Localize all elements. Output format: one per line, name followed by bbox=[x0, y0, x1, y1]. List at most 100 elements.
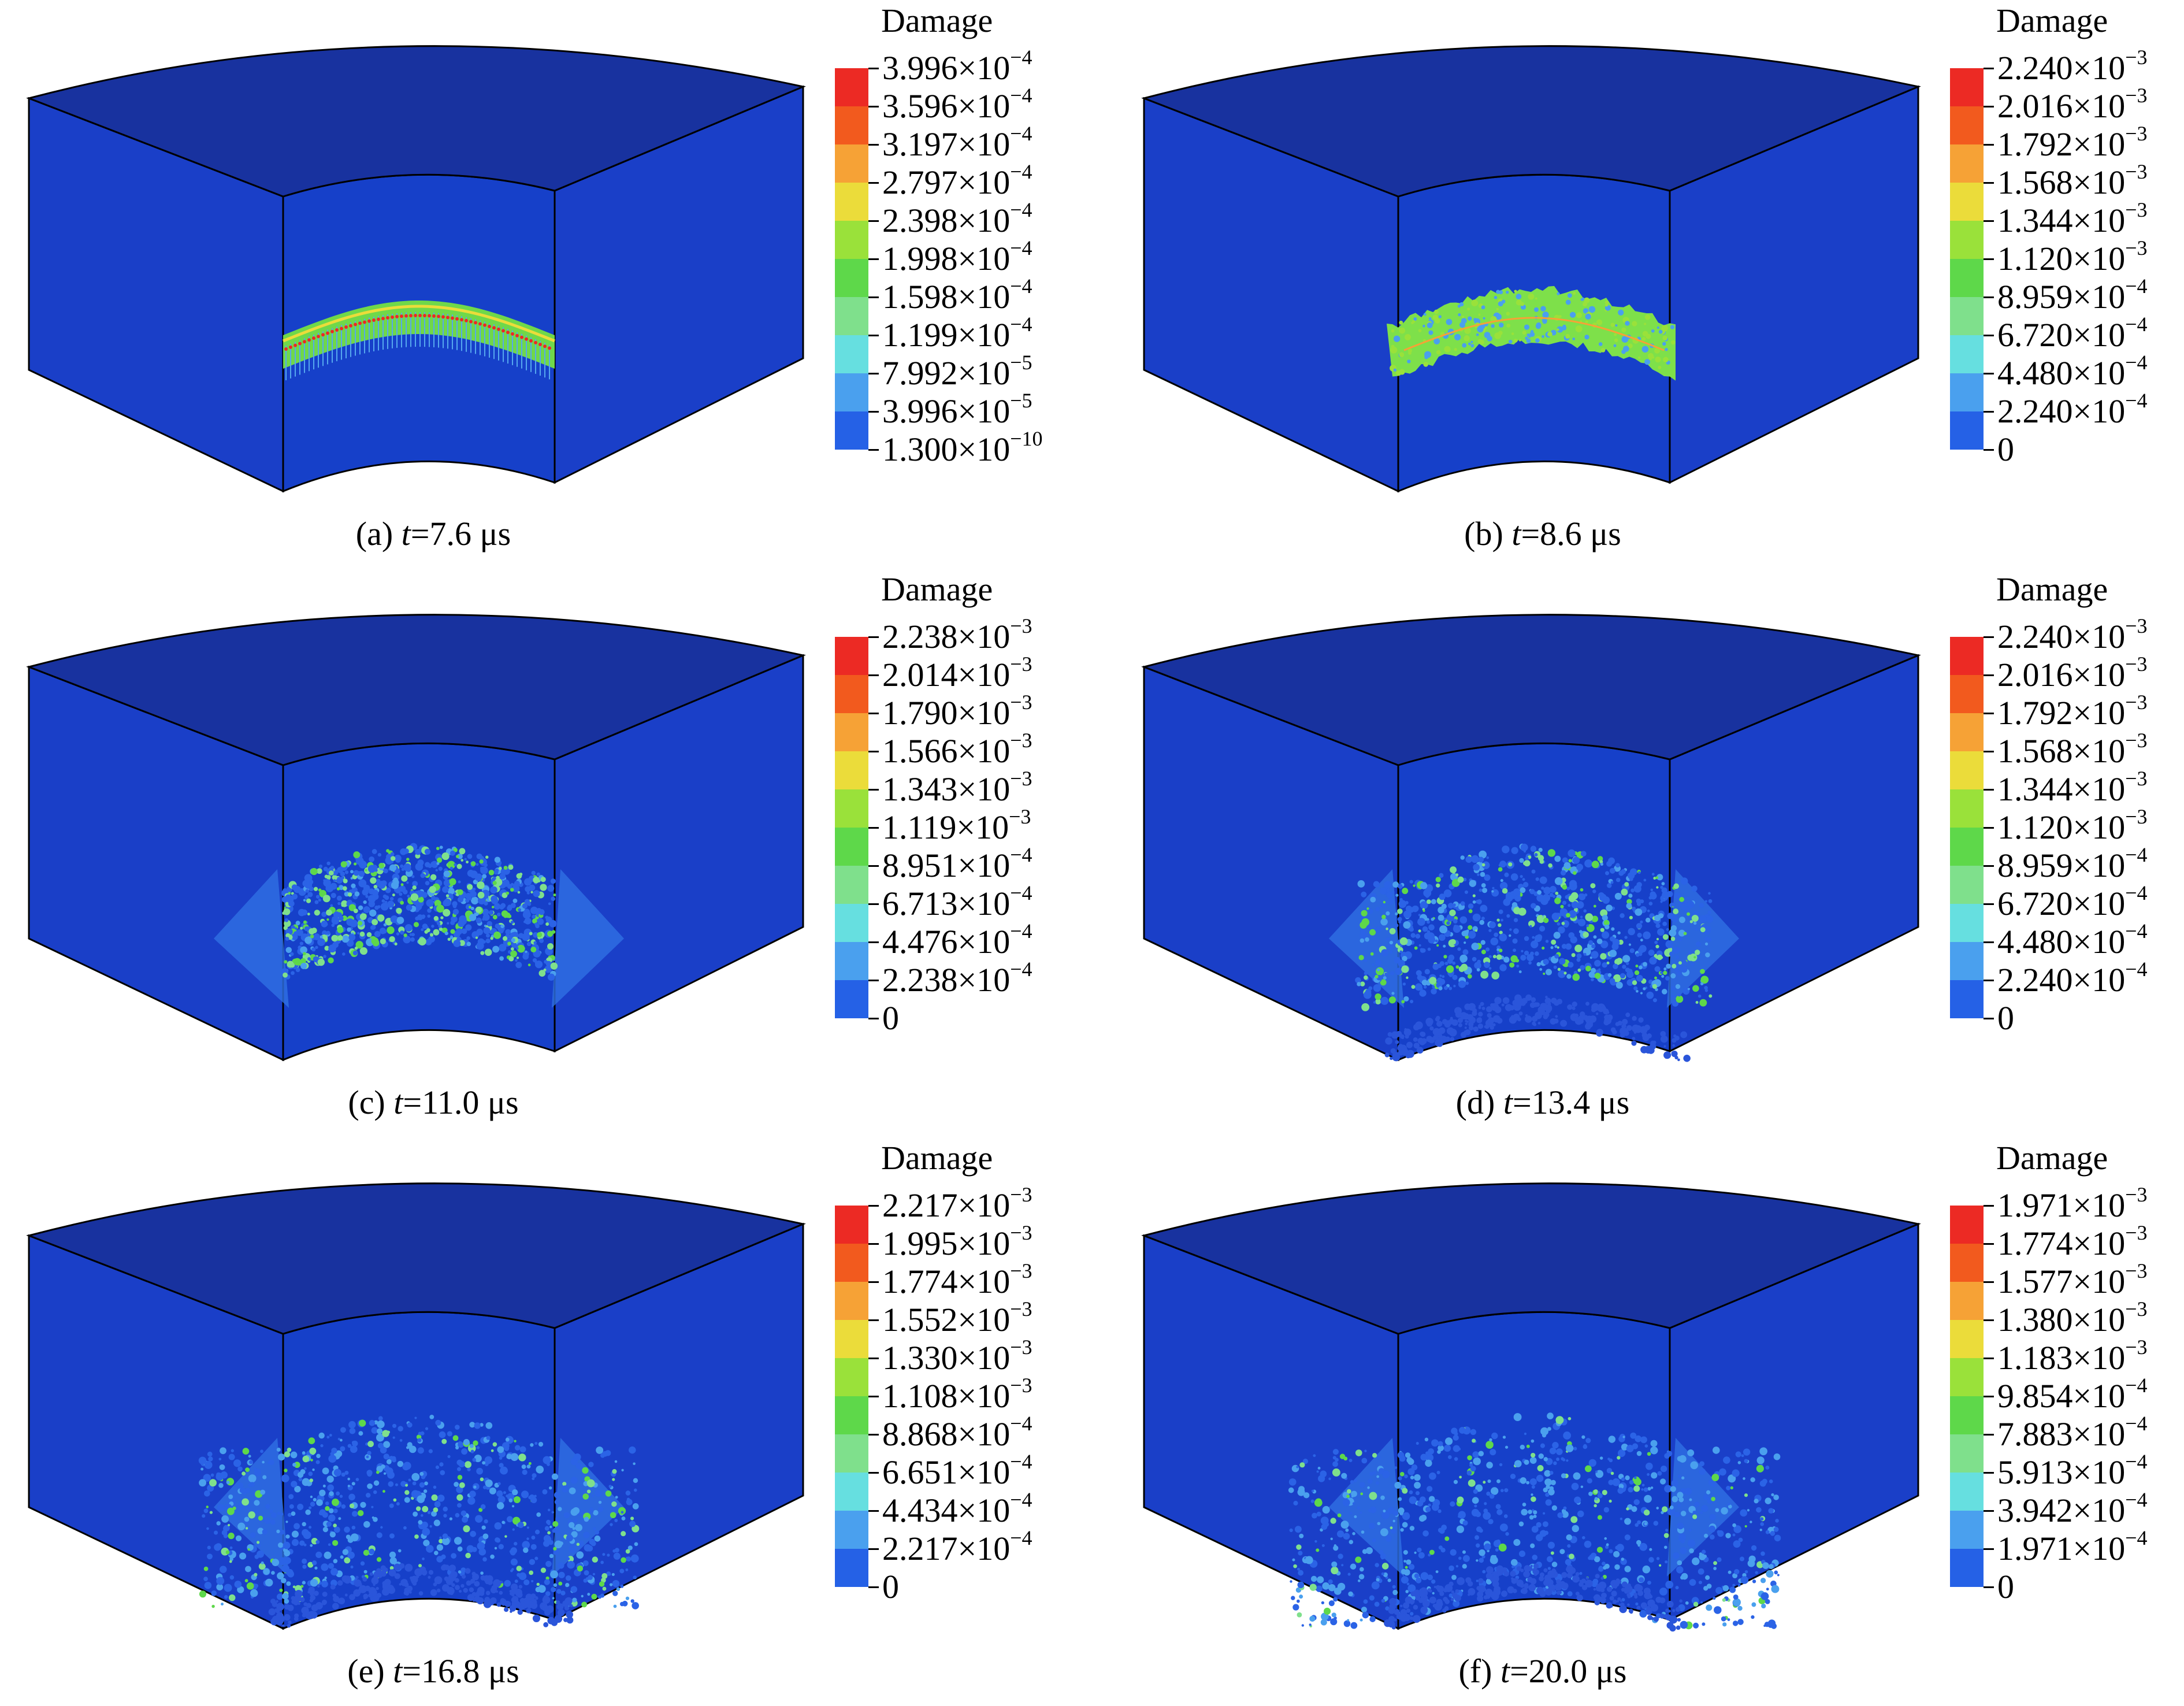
model-view-c bbox=[26, 614, 806, 1062]
legend-swatch bbox=[1950, 297, 1984, 335]
legend-tick-label: 1.568×10−3 bbox=[1997, 160, 2148, 201]
legend-swatch bbox=[835, 751, 868, 789]
legend-tick-label: 5.913×10−4 bbox=[1997, 1450, 2148, 1491]
legend-tick-label: 6.720×10−4 bbox=[1997, 313, 2148, 354]
legend-swatch bbox=[1950, 183, 1984, 221]
legend-tick-label: 7.883×10−4 bbox=[1997, 1412, 2148, 1453]
legend-tick-label: 1.119×10−3 bbox=[882, 805, 1031, 846]
legend-tick-label: 2.797×10−4 bbox=[882, 160, 1032, 201]
legend-tick-label: 2.240×10−3 bbox=[1997, 46, 2148, 87]
legend-swatch bbox=[835, 828, 868, 866]
legend-swatch bbox=[835, 373, 868, 411]
legend-swatch bbox=[1950, 1549, 1984, 1587]
legend-swatch bbox=[1950, 904, 1984, 942]
model-top-face bbox=[1141, 614, 1921, 766]
legend-tick-label: 2.217×10−4 bbox=[882, 1526, 1032, 1567]
legend-tick-label: 1.792×10−3 bbox=[1997, 122, 2148, 163]
legend-tick-label: 4.434×10−4 bbox=[882, 1488, 1032, 1529]
panel-d: Damage 2.240×10−3 2.016×10−3 1.792×10−3 1.56… bbox=[1115, 569, 2184, 1137]
legend-title: Damage bbox=[1996, 2, 2108, 39]
legend-swatch bbox=[1950, 1434, 1984, 1473]
legend-swatch bbox=[835, 1434, 868, 1473]
legend-tick-label: 7.992×10−5 bbox=[882, 351, 1032, 392]
legend-title: Damage bbox=[881, 570, 993, 608]
damage-contour bbox=[1387, 285, 1676, 381]
legend-tick-label: 1.598×10−4 bbox=[882, 275, 1032, 316]
legend-tick-label: 6.720×10−4 bbox=[1997, 881, 2148, 922]
legend-tick-label: 4.480×10−4 bbox=[1997, 919, 2148, 960]
legend-swatch bbox=[1950, 1206, 1984, 1244]
legend-tick-label: 3.596×10−4 bbox=[882, 84, 1032, 125]
legend-tick-label: 0 bbox=[1997, 1568, 2014, 1605]
legend-tick-label: 1.380×10−3 bbox=[1997, 1297, 2148, 1338]
panel-e: Damage 2.217×10−3 1.995×10−3 1.774×10−3 1.55… bbox=[0, 1137, 1092, 1706]
legend-swatch bbox=[1950, 1511, 1984, 1549]
legend-tick-label: 2.240×10−4 bbox=[1997, 389, 2148, 430]
legend-swatch bbox=[835, 1511, 868, 1549]
model-view-d bbox=[1141, 614, 1921, 1062]
damage-contour bbox=[1288, 1412, 1781, 1632]
model-top-face bbox=[26, 1182, 806, 1335]
legend-swatch bbox=[1950, 675, 1984, 713]
legend-tick-label: 4.476×10−4 bbox=[882, 919, 1032, 960]
legend-swatch bbox=[1950, 713, 1984, 751]
panel-f: Damage 1.971×10−3 1.774×10−3 1.577×10−3 1.38… bbox=[1115, 1137, 2184, 1706]
legend-swatch bbox=[835, 942, 868, 980]
legend-tick-label: 1.199×10−4 bbox=[882, 313, 1032, 354]
model-view-f bbox=[1141, 1182, 1921, 1632]
legend-swatch bbox=[1950, 106, 1984, 144]
panel-c: Damage 2.238×10−3 2.014×10−3 1.790×10−3 1.56… bbox=[0, 569, 1092, 1137]
legend-swatch bbox=[835, 1549, 868, 1587]
legend-tick-label: 1.774×10−3 bbox=[1997, 1221, 2148, 1262]
model-top-face bbox=[26, 45, 806, 198]
legend-tick-label: 1.344×10−3 bbox=[1997, 767, 2148, 808]
legend-swatch bbox=[835, 144, 868, 183]
panel-caption: (a) t=7.6 μs bbox=[355, 515, 511, 552]
legend-tick-label: 2.014×10−3 bbox=[882, 652, 1032, 693]
legend-swatch bbox=[1950, 828, 1984, 866]
legend-tick-label: 1.344×10−3 bbox=[1997, 198, 2148, 239]
legend-tick-label: 2.238×10−4 bbox=[882, 958, 1032, 999]
legend-tick-label: 1.774×10−3 bbox=[882, 1259, 1032, 1300]
legend-tick-label: 3.942×10−4 bbox=[1997, 1488, 2148, 1529]
legend-tick-label: 1.792×10−3 bbox=[1997, 691, 2148, 732]
legend-tick-label: 8.868×10−4 bbox=[882, 1412, 1032, 1453]
legend-tick-label: 0 bbox=[882, 1568, 899, 1605]
legend-swatch bbox=[835, 1206, 868, 1244]
legend-swatch bbox=[835, 980, 868, 1018]
legend-tick-label: 2.238×10−3 bbox=[882, 614, 1032, 655]
legend-tick-label: 6.651×10−4 bbox=[882, 1450, 1032, 1491]
legend-swatch bbox=[835, 68, 868, 106]
legend-swatch bbox=[1950, 1473, 1984, 1511]
legend-tick-label: 2.217×10−3 bbox=[882, 1183, 1032, 1224]
legend-swatch bbox=[835, 259, 868, 297]
legend-tick-label: 1.998×10−4 bbox=[882, 236, 1032, 277]
legend-tick-label: 1.971×10−4 bbox=[1997, 1526, 2148, 1567]
legend-tick-label: 8.959×10−4 bbox=[1997, 843, 2148, 884]
legend-tick-label: 1.995×10−3 bbox=[882, 1221, 1032, 1262]
legend-tick-label: 3.996×10−4 bbox=[882, 46, 1032, 87]
legend-swatch bbox=[1950, 866, 1984, 904]
panel-caption: (d) t=13.4 μs bbox=[1455, 1084, 1630, 1121]
legend-swatch bbox=[835, 1358, 868, 1396]
legend-swatch bbox=[1950, 1358, 1984, 1396]
legend-swatch bbox=[1950, 1282, 1984, 1320]
legend-swatch bbox=[1950, 373, 1984, 411]
legend-swatch bbox=[835, 866, 868, 904]
panel-caption: (c) t=11.0 μs bbox=[348, 1084, 519, 1121]
legend-swatch bbox=[835, 1396, 868, 1434]
legend-swatch bbox=[835, 106, 868, 144]
legend-swatch bbox=[835, 637, 868, 675]
legend-title: Damage bbox=[1996, 570, 2108, 608]
legend-tick-label: 8.959×10−4 bbox=[1997, 275, 2148, 316]
legend-swatch bbox=[1950, 751, 1984, 789]
legend-swatch bbox=[1950, 1396, 1984, 1434]
legend-swatch bbox=[835, 904, 868, 942]
legend-tick-label: 2.398×10−4 bbox=[882, 198, 1032, 239]
legend-swatch bbox=[1950, 68, 1984, 106]
legend-tick-label: 0 bbox=[882, 999, 899, 1037]
model-top-face bbox=[1141, 45, 1921, 198]
model-view-e bbox=[26, 1182, 806, 1630]
legend-swatch bbox=[1950, 411, 1984, 450]
damage-contour bbox=[283, 301, 555, 380]
